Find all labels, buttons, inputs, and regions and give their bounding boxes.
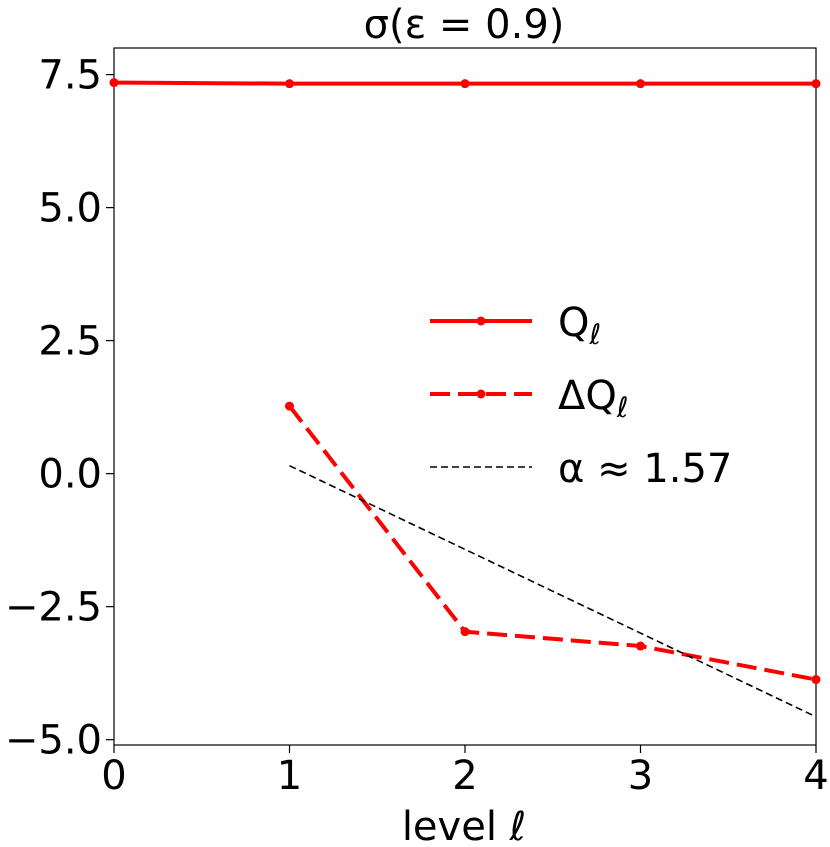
x-axis-label: level ℓ (402, 804, 526, 847)
series-1-point-1 (460, 627, 470, 637)
series-1-point-0 (285, 401, 294, 411)
legend-label-main-1: ΔQ (558, 373, 617, 419)
series-1-point-2 (636, 641, 645, 651)
legend-label-main-0: Q (558, 300, 589, 346)
x-tick-label-0: 0 (101, 753, 126, 799)
y-tick-label-5: −5.0 (5, 718, 102, 764)
x-tick-label-4: 4 (803, 753, 828, 799)
series-1-point-3 (811, 675, 821, 685)
series-0-point-3 (636, 79, 645, 89)
plot-frame (113, 47, 817, 746)
legend-label-main-2: α ≈ 1.57 (558, 446, 732, 492)
x-tick-label-3: 3 (628, 753, 653, 799)
series-0-point-4 (811, 79, 821, 89)
series-line-1 (287, 404, 817, 682)
x-tick-label-1: 1 (277, 753, 302, 799)
y-tick-label-0: 7.5 (38, 53, 102, 99)
y-tick-label-1: 5.0 (38, 186, 102, 232)
series-0-point-1 (285, 79, 294, 89)
y-tick-label-3: 0.0 (38, 452, 102, 498)
series-0-point-0 (109, 78, 119, 88)
y-tick-label-2: 2.5 (38, 319, 102, 365)
legend-label-sub-0: ℓ (588, 318, 601, 351)
legend-label-2: α ≈ 1.57 (558, 446, 732, 492)
series-line-2 (289, 464, 817, 718)
legend-marker-1 (476, 389, 486, 399)
x-tick-label-2: 2 (452, 753, 477, 799)
series-0-point-2 (460, 79, 470, 89)
legend-label-sub-1: ℓ (616, 391, 629, 424)
legend-label-0: Qℓ (558, 300, 601, 351)
chart-title: σ(ε = 0.9) (364, 2, 565, 48)
legend-marker-0 (476, 316, 486, 326)
y-tick-label-4: −2.5 (5, 585, 102, 631)
legend-label-1: ΔQℓ (558, 373, 628, 424)
plot-content: 0 1 2 3 4 7.5 5.0 2.5 0.0 −2.5 −5.0 (5, 47, 829, 799)
